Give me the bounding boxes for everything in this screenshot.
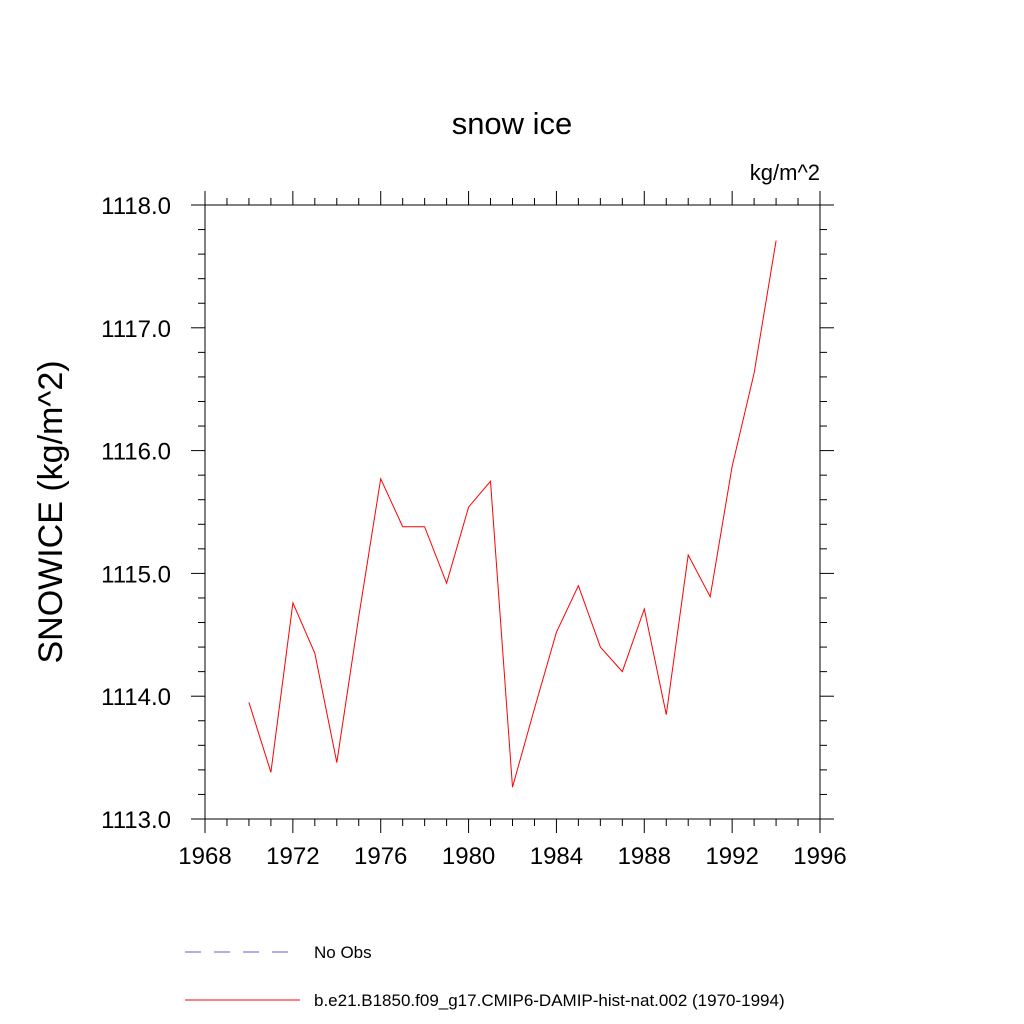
series-line xyxy=(248,240,777,788)
y-tick-label: 1116.0 xyxy=(101,439,171,466)
x-tick-label: 1984 xyxy=(530,843,583,870)
x-tick-labels: 1968 1972 1976 1980 1984 1988 1992 1996 xyxy=(178,843,846,870)
y-tick-labels: 1113.0 1114.0 1115.0 1116.0 1117.0 1118.0 xyxy=(101,193,171,834)
axis-ticks xyxy=(191,191,834,833)
x-tick-label: 1988 xyxy=(618,843,671,870)
plot-frame xyxy=(204,204,821,820)
legend: No Obs b.e21.B1850.f09_g17.CMIP6-DAMIP-hi… xyxy=(185,943,785,1010)
x-tick-label: 1992 xyxy=(705,843,758,870)
legend-label: No Obs xyxy=(314,943,372,962)
y-tick-label: 1117.0 xyxy=(101,316,171,343)
x-tick-label: 1976 xyxy=(354,843,407,870)
y-axis-label: SNOWICE (kg/m^2) xyxy=(32,360,70,663)
x-tick-label: 1972 xyxy=(266,843,319,870)
y-tick-label: 1113.0 xyxy=(101,807,171,834)
units-label: kg/m^2 xyxy=(750,160,820,185)
y-tick-label: 1115.0 xyxy=(101,561,171,588)
chart-title: snow ice xyxy=(452,106,573,141)
y-tick-label: 1114.0 xyxy=(101,684,171,711)
series-lines xyxy=(248,240,777,788)
x-tick-label: 1980 xyxy=(442,843,495,870)
x-tick-label: 1996 xyxy=(793,843,846,870)
y-tick-label: 1118.0 xyxy=(101,193,171,220)
x-tick-label: 1968 xyxy=(178,843,231,870)
legend-label: b.e21.B1850.f09_g17.CMIP6-DAMIP-hist-nat… xyxy=(314,991,785,1010)
